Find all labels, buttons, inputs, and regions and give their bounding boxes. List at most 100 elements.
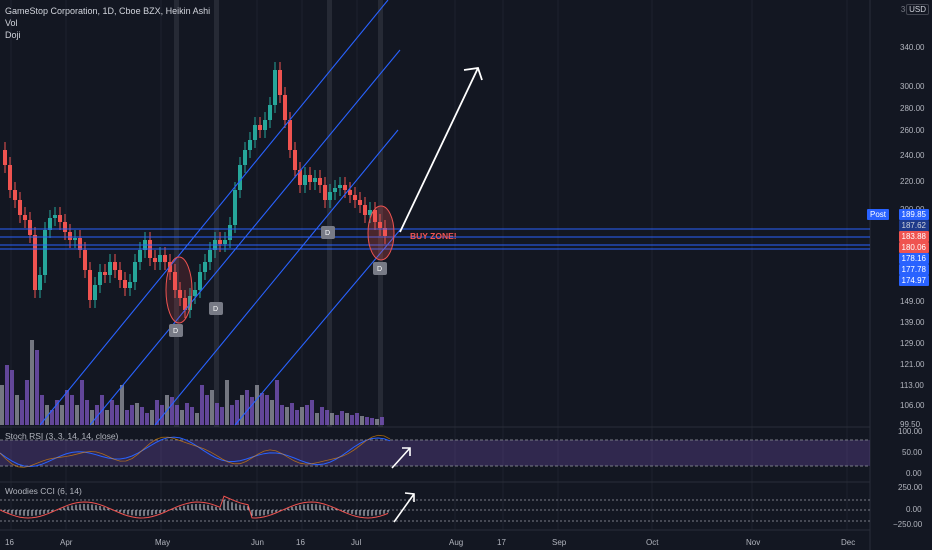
time-axis-label: Oct <box>646 538 659 547</box>
candle <box>273 62 277 113</box>
volume-legend[interactable]: Vol <box>5 18 18 28</box>
candle <box>188 288 192 318</box>
volume-bar <box>375 419 379 425</box>
volume-bar <box>345 413 349 425</box>
candle <box>383 220 387 244</box>
time-axis-label: 16 <box>296 538 305 547</box>
volume-bar <box>260 393 264 425</box>
candle <box>123 272 127 296</box>
volume-bar <box>330 413 334 425</box>
volume-bar <box>310 400 314 425</box>
volume-bar <box>60 405 64 425</box>
candle <box>58 207 62 230</box>
time-axis-label: Dec <box>841 538 855 547</box>
time-axis-label: Jun <box>251 538 264 547</box>
volume-bar <box>220 407 224 425</box>
candle <box>163 247 167 270</box>
volume-bar <box>5 365 9 425</box>
volume-bar <box>70 395 74 425</box>
candle <box>328 184 332 208</box>
candle <box>103 264 107 283</box>
volume-bar <box>15 395 19 425</box>
candle <box>63 214 67 240</box>
volume-bar <box>110 400 114 425</box>
candle <box>33 227 37 298</box>
candle <box>13 182 17 208</box>
time-axis-label: 17 <box>497 538 506 547</box>
price-axis-label: 280.00 <box>900 104 925 113</box>
stoch-rsi-title[interactable]: Stoch RSI (3, 3, 14, 14, close) <box>5 431 119 441</box>
candle <box>353 187 357 208</box>
rising-channel <box>39 0 401 426</box>
price-axis-label: 139.00 <box>900 318 925 327</box>
volume-bar <box>45 405 49 425</box>
time-axis-label: May <box>155 538 170 547</box>
volume-bar <box>140 407 144 425</box>
volume-bar <box>115 405 119 425</box>
candle <box>208 242 212 270</box>
volume-bar <box>195 413 199 425</box>
candle <box>113 254 117 278</box>
level-tag-4: 178.16 <box>898 253 929 264</box>
doji-legend[interactable]: Doji <box>5 30 21 40</box>
price-axis-label: 113.00 <box>900 381 924 390</box>
candle <box>138 242 142 270</box>
currency-button[interactable]: USD <box>906 4 929 15</box>
candle <box>203 254 207 280</box>
volume-bar <box>35 350 39 425</box>
doji-marker[interactable]: D <box>373 262 387 275</box>
buy-zone-label: BUY ZONE! <box>410 231 457 241</box>
volume-bar <box>325 410 329 425</box>
stoch-level-50: 50.00 <box>902 448 923 457</box>
candle <box>293 142 297 178</box>
candle <box>38 267 42 298</box>
doji-marker[interactable]: D <box>169 324 183 337</box>
volume-bar <box>300 407 304 425</box>
price-axis-label: 240.00 <box>900 151 925 160</box>
level-tag-2: 183.88 <box>898 231 929 242</box>
candle <box>108 254 112 283</box>
volume-bar <box>95 405 99 425</box>
svg-text:D: D <box>173 328 178 335</box>
volume-bar <box>175 405 179 425</box>
volume-bar <box>40 395 44 425</box>
volume-bar <box>280 405 284 425</box>
candle <box>133 254 137 290</box>
candle <box>48 210 52 238</box>
volume-bar <box>295 410 299 425</box>
doji-marker[interactable]: D <box>321 226 335 239</box>
stoch-level-100: 100.00 <box>898 427 923 436</box>
cci-level-250: 250.00 <box>898 483 923 492</box>
candle <box>23 207 27 228</box>
volume-bar <box>20 400 24 425</box>
volume-bar <box>105 410 109 425</box>
candle <box>363 197 367 223</box>
volume-bar <box>205 395 209 425</box>
volume-bar <box>250 397 254 425</box>
volume-bar <box>130 405 134 425</box>
time-axis-label: 16 <box>5 538 14 547</box>
svg-text:D: D <box>377 266 382 273</box>
price-candles <box>3 62 387 318</box>
volume-bar <box>85 400 89 425</box>
level-tag-5: 177.78 <box>898 264 929 275</box>
chart-legend: GameStop Corporation, 1D, Cboe BZX, Heik… <box>5 5 210 41</box>
candle <box>128 274 132 296</box>
volume-bar <box>210 390 214 425</box>
volume-bar <box>230 405 234 425</box>
candle <box>338 177 342 196</box>
price-axis-label: 99.50 <box>900 420 921 429</box>
candle <box>283 87 287 128</box>
candle <box>28 212 32 243</box>
doji-marker[interactable]: D <box>209 302 223 315</box>
woodies-cci-title[interactable]: Woodies CCI (6, 14) <box>5 486 82 496</box>
symbol-title[interactable]: GameStop Corporation, 1D, Cboe BZX, Heik… <box>5 6 211 16</box>
volume-bar <box>135 403 139 425</box>
candle <box>268 97 272 128</box>
volume-bar <box>370 418 374 425</box>
volume-bar <box>335 415 339 425</box>
candle <box>228 217 232 248</box>
volume-bar <box>270 400 274 425</box>
candle <box>358 192 362 213</box>
